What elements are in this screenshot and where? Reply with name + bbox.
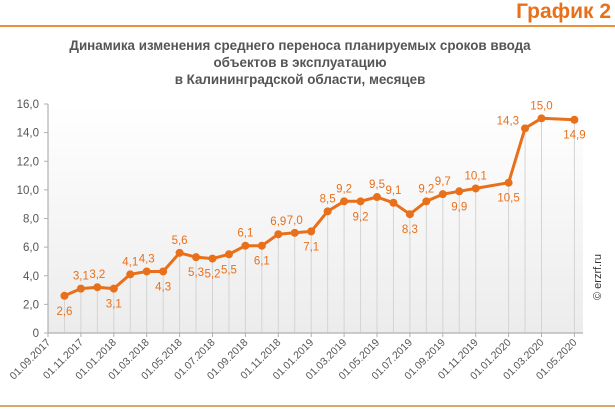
data-point bbox=[340, 197, 349, 206]
data-point bbox=[389, 198, 398, 207]
data-point bbox=[373, 193, 381, 202]
data-point bbox=[323, 207, 332, 216]
data-point bbox=[192, 253, 201, 262]
data-point bbox=[438, 190, 447, 199]
data-label: 7,0 bbox=[287, 215, 303, 227]
data-point bbox=[504, 178, 513, 187]
data-point bbox=[455, 187, 464, 196]
data-label: 6,1 bbox=[237, 228, 253, 240]
plot-area bbox=[48, 104, 583, 333]
data-point bbox=[175, 248, 184, 257]
data-label: 9,9 bbox=[451, 201, 467, 213]
data-label: 7,1 bbox=[303, 241, 319, 253]
data-label: 9,2 bbox=[336, 183, 352, 195]
data-point bbox=[126, 270, 135, 279]
data-point bbox=[208, 254, 217, 263]
data-label: 6,9 bbox=[270, 216, 286, 228]
data-point bbox=[257, 241, 266, 250]
data-label: 8,5 bbox=[320, 193, 336, 205]
data-label: 9,2 bbox=[418, 183, 434, 195]
chart-number-label: График 2 bbox=[516, 0, 611, 23]
data-label: 4,3 bbox=[139, 253, 155, 265]
y-tick-label: 0 bbox=[33, 328, 39, 340]
footer-rule bbox=[0, 405, 615, 407]
data-label: 4,1 bbox=[122, 256, 138, 268]
data-label: 3,1 bbox=[73, 271, 89, 283]
data-point bbox=[570, 115, 579, 124]
data-label: 14,3 bbox=[497, 115, 519, 127]
data-point bbox=[471, 184, 480, 193]
y-tick-label: 8,0 bbox=[23, 214, 39, 226]
data-point bbox=[422, 197, 431, 206]
data-label: 5,2 bbox=[205, 269, 221, 281]
data-label: 3,2 bbox=[89, 269, 105, 281]
data-point bbox=[405, 210, 414, 219]
data-label: 5,3 bbox=[188, 267, 204, 279]
data-point bbox=[521, 124, 530, 133]
y-tick-label: 4,0 bbox=[23, 271, 39, 283]
data-point bbox=[274, 230, 283, 239]
data-point bbox=[142, 267, 151, 276]
y-tick-label: 10,0 bbox=[17, 185, 39, 197]
data-label: 9,5 bbox=[369, 179, 385, 191]
data-label: 8,3 bbox=[402, 224, 418, 236]
data-label: 9,1 bbox=[385, 185, 401, 197]
data-point bbox=[356, 197, 365, 206]
data-label: 10,1 bbox=[465, 170, 487, 182]
y-tick-label: 2,0 bbox=[23, 299, 39, 311]
data-label: 10,5 bbox=[497, 193, 519, 205]
data-label: 5,6 bbox=[172, 235, 188, 247]
data-label: 5,5 bbox=[221, 264, 237, 276]
data-point bbox=[93, 283, 102, 292]
y-tick-label: 16,0 bbox=[17, 99, 39, 111]
chart-title: Динамика изменения среднего переноса пла… bbox=[40, 37, 560, 88]
data-point bbox=[537, 114, 546, 123]
data-point bbox=[159, 267, 168, 276]
data-label: 9,2 bbox=[353, 211, 369, 223]
data-label: 3,1 bbox=[106, 299, 122, 311]
data-label: 14,9 bbox=[563, 130, 585, 142]
chart-title-line: Динамика изменения среднего переноса пла… bbox=[69, 38, 531, 53]
data-label: 9,7 bbox=[435, 176, 451, 188]
data-point bbox=[307, 227, 316, 236]
data-label: 2,6 bbox=[56, 306, 72, 318]
data-label: 4,3 bbox=[155, 281, 171, 293]
data-point bbox=[76, 284, 85, 293]
y-tick-label: 6,0 bbox=[23, 242, 39, 254]
data-point bbox=[224, 250, 233, 259]
y-tick-label: 14,0 bbox=[17, 128, 39, 140]
data-point bbox=[60, 291, 69, 300]
data-label: 6,1 bbox=[254, 256, 270, 268]
header-rule bbox=[0, 25, 615, 27]
chart-title-line: объектов в эксплуатацию bbox=[213, 55, 387, 70]
copyright-text: © erzrf.ru bbox=[592, 254, 604, 300]
data-label: 15,0 bbox=[530, 100, 552, 112]
data-point bbox=[241, 241, 250, 250]
data-point bbox=[109, 284, 118, 293]
chart-title-line: в Калининградской области, месяцев bbox=[174, 72, 426, 87]
y-tick-label: 12,0 bbox=[17, 156, 39, 168]
data-point bbox=[290, 228, 299, 237]
